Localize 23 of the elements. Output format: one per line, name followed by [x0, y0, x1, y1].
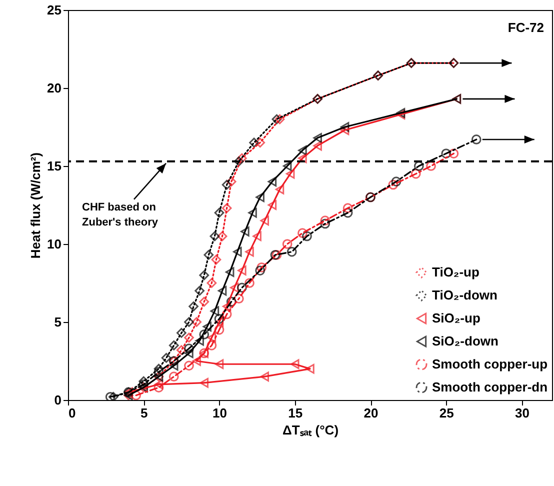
legend-label: Smooth copper-up: [432, 356, 548, 372]
y-tick-label: 5: [54, 314, 62, 330]
x-tick-label: 20: [364, 406, 378, 420]
x-axis-title: ΔTₛₐₜ (°C): [282, 422, 339, 438]
x-tick-label: 10: [212, 406, 227, 420]
x-tick-label: 25: [439, 406, 454, 420]
y-tick-label: 20: [47, 80, 62, 96]
y-tick-label: 10: [47, 236, 62, 252]
legend-label: TiO₂-down: [432, 288, 498, 302]
x-tick-label: 5: [140, 406, 148, 420]
y-tick-label: 0: [54, 392, 62, 408]
y-tick-label: 15: [47, 158, 62, 174]
legend-label: SiO₂-up: [432, 310, 480, 326]
y-axis-title: Heat flux (W/cm²): [28, 152, 44, 259]
legend-label: Smooth copper-dn: [432, 380, 548, 394]
ref-line-label: CHF based on Zuber's theory: [82, 201, 159, 228]
x-tick-label: 30: [515, 406, 530, 420]
x-tick-label: 15: [288, 406, 303, 420]
legend-label: TiO₂-up: [432, 264, 480, 280]
annotation: FC-72: [508, 20, 544, 35]
x-tick-label: 0: [68, 406, 76, 420]
y-tick-label: 25: [47, 2, 62, 18]
legend-label: SiO₂-down: [432, 334, 498, 348]
